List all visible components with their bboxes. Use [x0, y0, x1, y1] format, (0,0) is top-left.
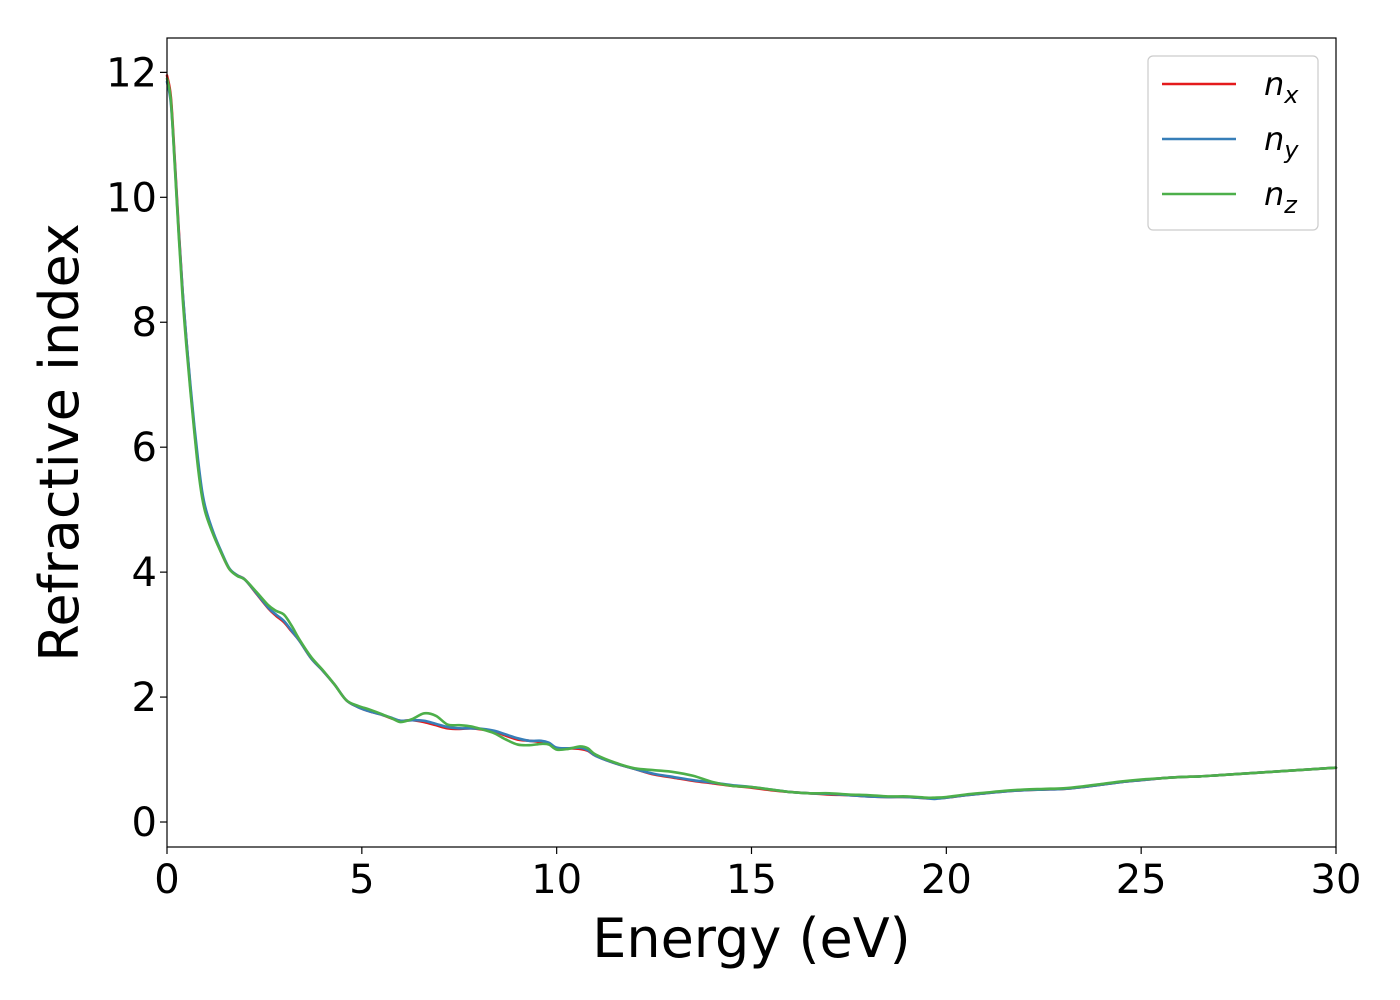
x-tick-label: 25 — [1116, 857, 1167, 903]
x-tick-label: 5 — [349, 857, 374, 903]
x-axis-label: Energy (eV) — [592, 907, 911, 970]
legend-label-z: nz — [1264, 175, 1298, 219]
y-tick-label: 2 — [132, 675, 157, 721]
series-line-z — [165, 77, 1338, 800]
y-tick-label: 4 — [132, 550, 157, 596]
x-tick-label: 30 — [1311, 857, 1362, 903]
y-tick-label: 0 — [132, 800, 157, 846]
x-tick-label: 0 — [154, 857, 179, 903]
y-tick-label: 8 — [132, 300, 157, 346]
y-tick-label: 10 — [106, 175, 157, 221]
legend-box — [1147, 55, 1319, 231]
x-tick-label: 20 — [921, 857, 972, 903]
series-layer — [165, 74, 1338, 801]
y-tick-label: 12 — [106, 50, 157, 96]
y-axis-label: Refractive index — [28, 223, 91, 662]
x-axis: 0 5 10 15 20 25 30 — [154, 847, 1361, 903]
x-tick-label: 15 — [726, 857, 777, 903]
x-tick-label: 10 — [531, 857, 582, 903]
y-axis: 0 2 4 6 8 10 12 — [106, 50, 167, 846]
y-tick-label: 6 — [132, 425, 157, 471]
